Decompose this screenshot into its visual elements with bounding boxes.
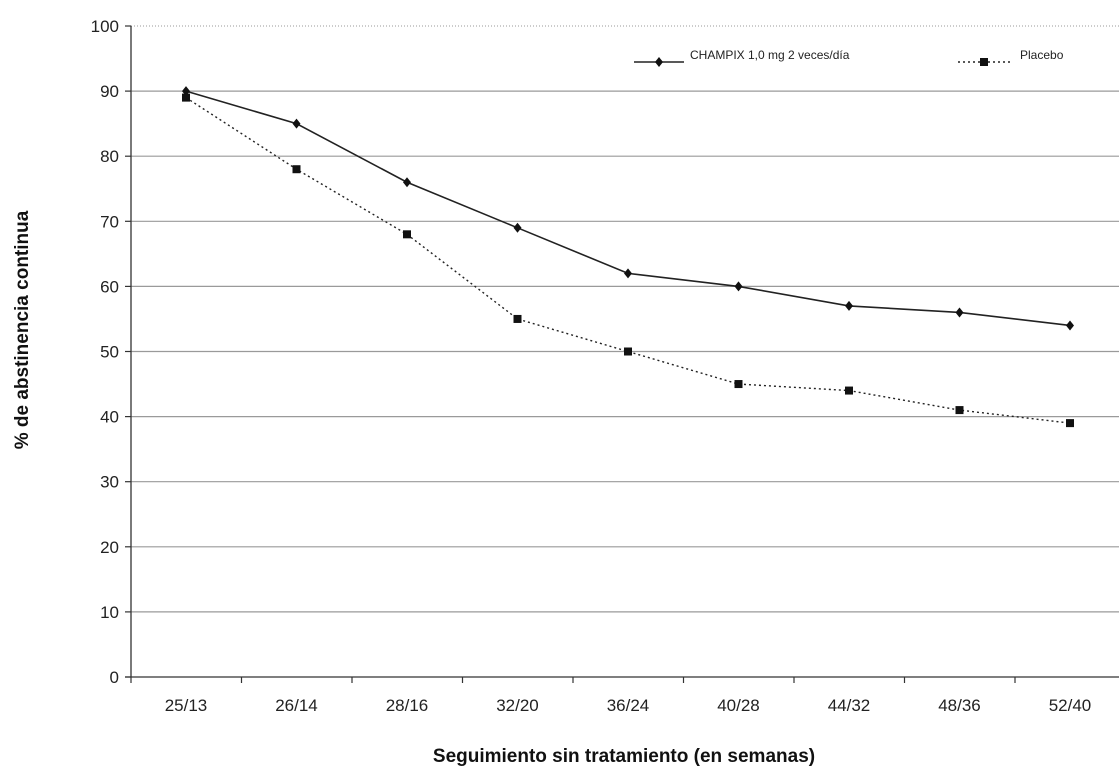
x-tick-label: 28/16: [386, 696, 429, 715]
y-tick-label: 50: [100, 343, 119, 362]
x-tick-label: 48/36: [938, 696, 981, 715]
y-tick-label: 0: [110, 668, 119, 687]
y-tick-labels: 0 10 20 30 40 50 60 70 80 90 100: [91, 17, 119, 687]
x-tick-label: 52/40: [1049, 696, 1092, 715]
legend-item: Placebo: [958, 48, 1064, 66]
series-lines: [182, 86, 1074, 428]
data-point-square: [980, 58, 988, 66]
data-point-square: [734, 380, 743, 389]
data-point-square: [182, 93, 190, 102]
data-point-diamond: [292, 118, 301, 129]
y-tick-label: 10: [100, 603, 119, 622]
y-tick-label: 90: [100, 82, 119, 101]
data-point-square: [403, 230, 411, 239]
data-point-diamond: [1066, 320, 1074, 331]
y-tick-label: 70: [100, 212, 119, 231]
gridlines: [131, 25, 1119, 613]
y-tick-label: 30: [100, 473, 119, 492]
data-point-diamond: [655, 57, 663, 67]
data-point-diamond: [513, 222, 522, 233]
series-line: [185, 90, 1071, 327]
y-tick-label: 20: [100, 538, 119, 557]
y-tick-label: 80: [100, 147, 119, 166]
data-point-diamond: [955, 307, 964, 318]
x-tick-label: 32/20: [496, 696, 539, 715]
x-tick-label: 44/32: [828, 696, 871, 715]
legend: CHAMPIX 1,0 mg 2 veces/día Placebo: [634, 48, 1064, 67]
legend-label: CHAMPIX 1,0 mg 2 veces/día: [690, 48, 850, 62]
data-point-square: [292, 165, 301, 174]
data-point-diamond: [845, 300, 853, 311]
x-tick-label: 26/14: [275, 696, 318, 715]
legend-label: Placebo: [1020, 48, 1064, 62]
data-point-square: [1066, 419, 1074, 428]
y-tick-label: 40: [100, 408, 119, 427]
data-point-diamond: [182, 86, 190, 97]
data-point-square: [624, 347, 632, 356]
x-tick-label: 40/28: [717, 696, 760, 715]
data-point-diamond: [624, 268, 632, 279]
axes: [125, 25, 1119, 683]
y-tick-label: 100: [91, 17, 119, 36]
data-point-diamond: [403, 177, 411, 188]
x-axis-label: Seguimiento sin tratamiento (en semanas): [433, 746, 815, 767]
data-point-square: [955, 406, 964, 415]
x-tick-label: 36/24: [607, 696, 650, 715]
data-point-square: [845, 386, 853, 395]
data-point-diamond: [734, 281, 743, 292]
y-tick-label: 60: [100, 277, 119, 296]
y-axis-label: % de abstinencia continua: [12, 210, 33, 449]
x-tick-label: 25/13: [165, 696, 208, 715]
x-tick-labels: 25/13 26/14 28/16 32/20 36/24 40/28 44/32 48/36…: [165, 696, 1092, 715]
series-1: [182, 86, 1074, 331]
legend-item: CHAMPIX 1,0 mg 2 veces/día: [634, 48, 850, 67]
data-point-square: [513, 314, 522, 323]
series-2: [182, 93, 1074, 428]
series-line: [185, 97, 1071, 424]
